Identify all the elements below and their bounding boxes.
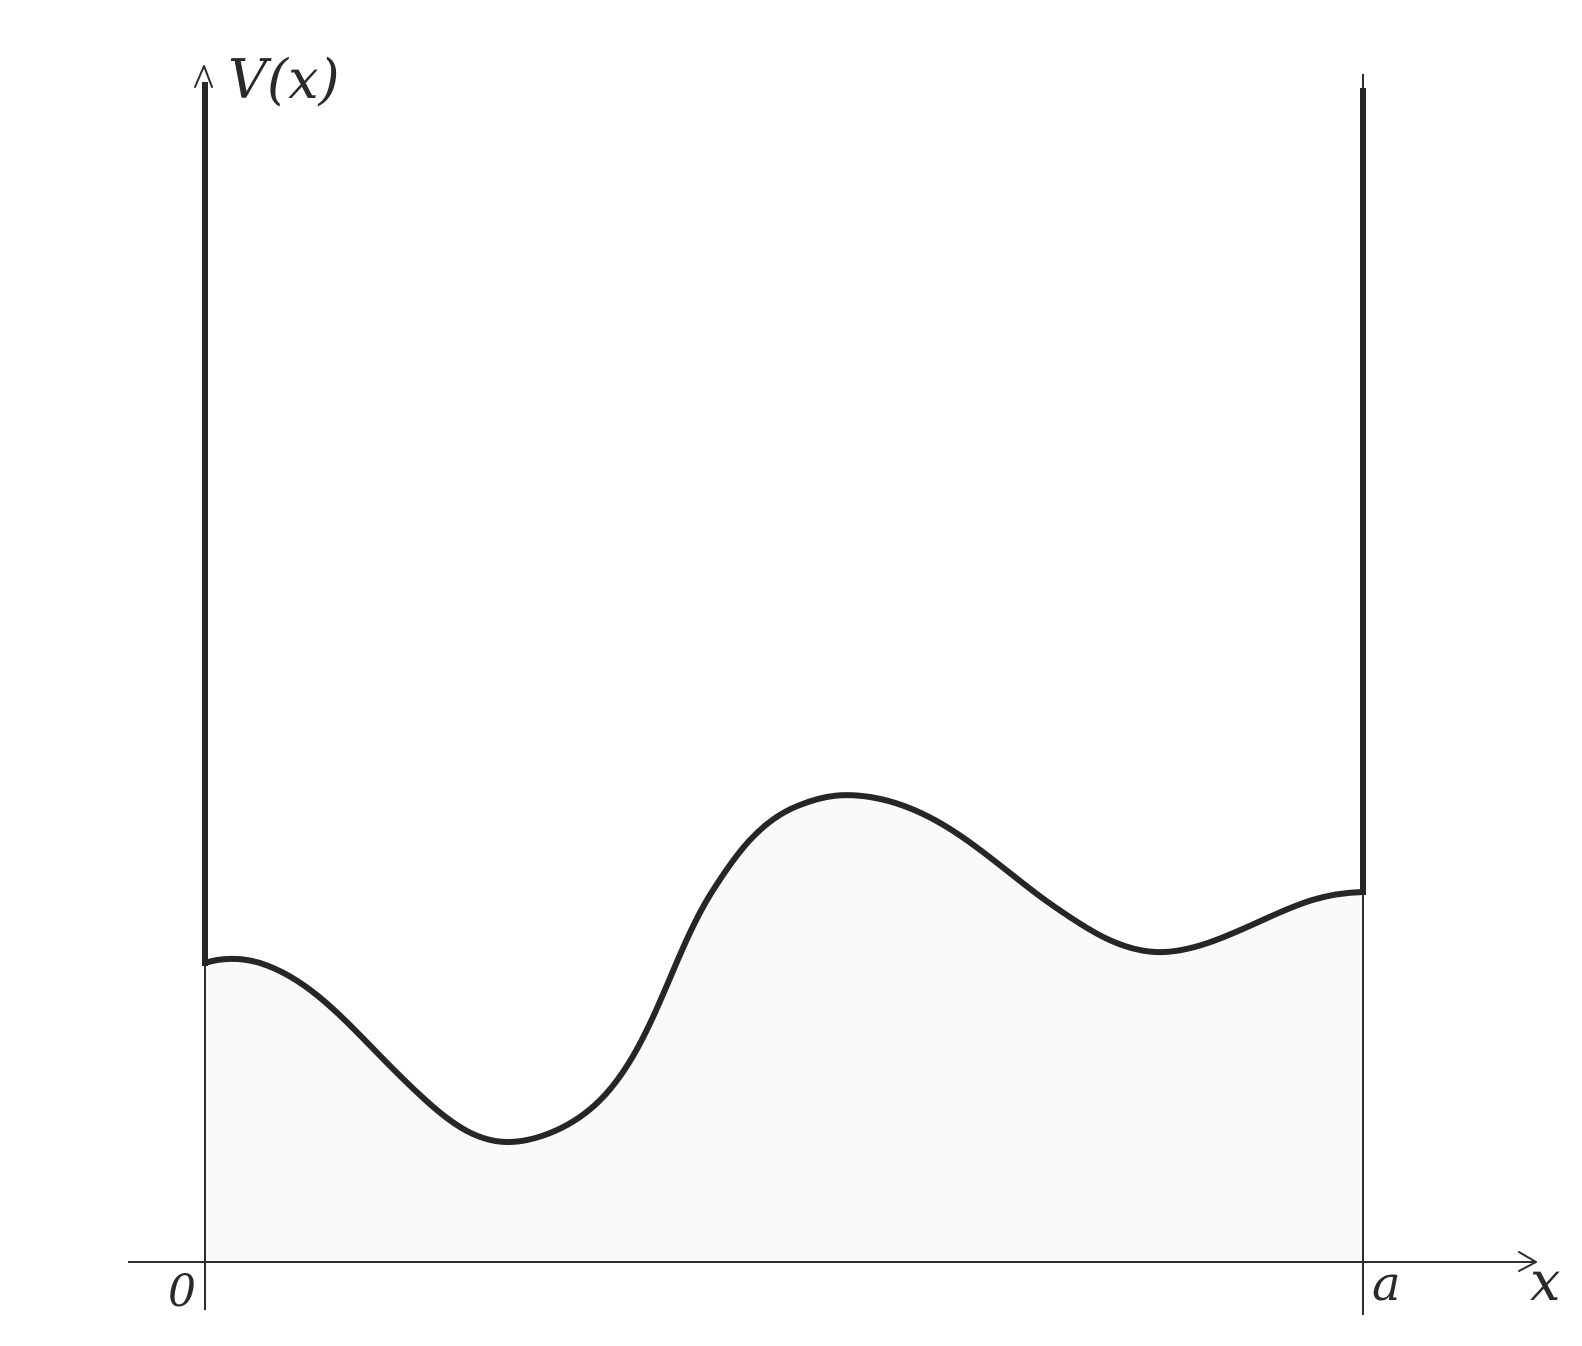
x-axis-arrow-icon xyxy=(1518,1251,1537,1272)
y-axis-arrow-icon xyxy=(194,65,213,88)
wall-a-label: a xyxy=(1372,1256,1401,1312)
potential-curve xyxy=(202,792,1366,1145)
potential-fill-region xyxy=(205,795,1363,1262)
origin-label: 0 xyxy=(168,1266,196,1317)
y-axis-label: V(x) xyxy=(228,48,340,111)
x-axis-label: x xyxy=(1530,1250,1560,1313)
